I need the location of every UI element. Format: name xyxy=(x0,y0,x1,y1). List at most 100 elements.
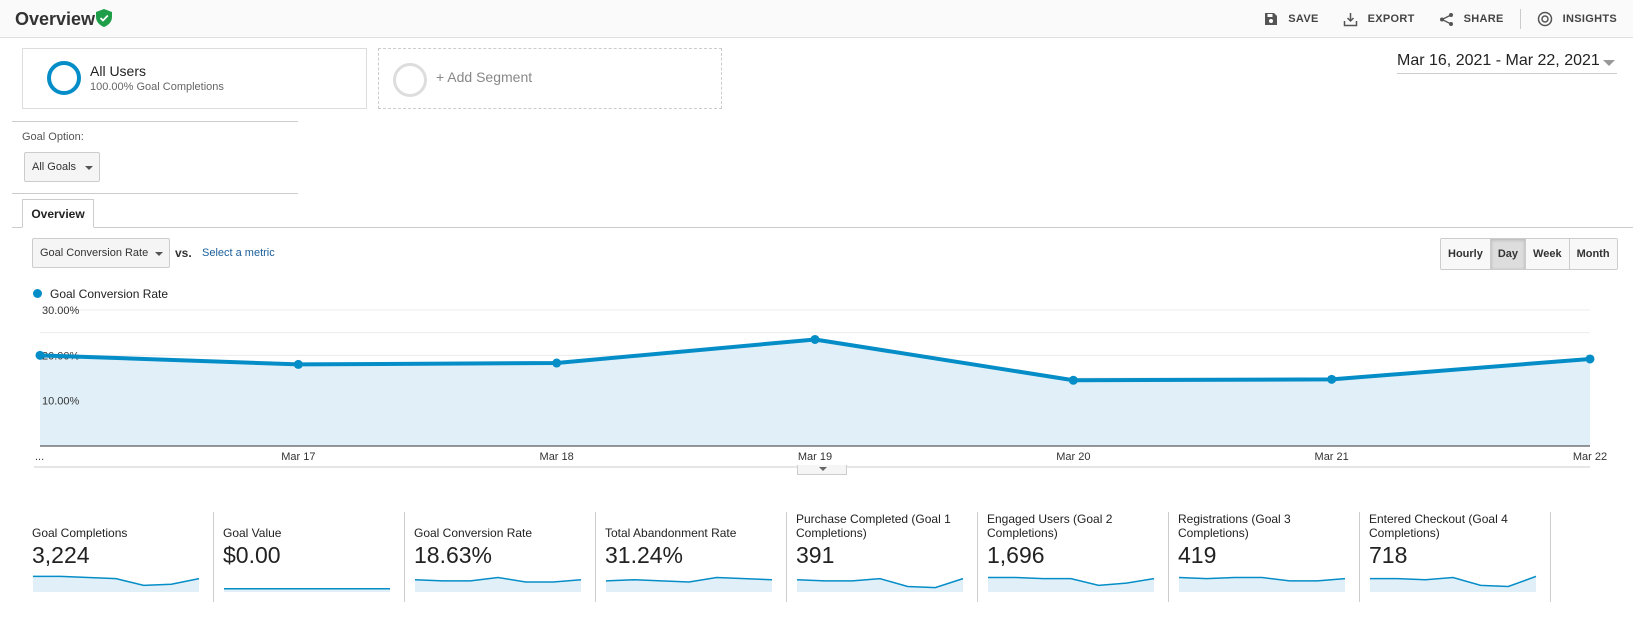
segment-all-users[interactable]: All Users 100.00% Goal Completions xyxy=(22,48,367,109)
scorecard[interactable]: Goal Conversion Rate 18.63% xyxy=(405,512,596,602)
scorecard[interactable]: Goal Completions 3,224 xyxy=(23,512,214,602)
sparkline xyxy=(414,576,582,592)
primary-metric-value: Goal Conversion Rate xyxy=(40,247,149,259)
vs-label: vs. xyxy=(175,246,192,260)
x-tick-label: Mar 19 xyxy=(798,451,832,463)
chevron-down-icon xyxy=(1603,60,1615,66)
data-point xyxy=(810,334,820,344)
toolbar-divider xyxy=(1519,9,1521,29)
sparkline-area xyxy=(1179,577,1345,592)
scorecard-value: 419 xyxy=(1178,542,1217,568)
scorecard-value: 18.63% xyxy=(414,542,493,568)
scorecard-value: 1,696 xyxy=(987,542,1045,568)
sparkline-area xyxy=(224,588,390,592)
x-tick-label: Mar 17 xyxy=(281,451,315,463)
data-point xyxy=(1327,374,1337,384)
data-point xyxy=(1068,375,1078,385)
data-point xyxy=(1585,354,1595,364)
select-metric-link[interactable]: Select a metric xyxy=(202,247,275,259)
data-point xyxy=(35,350,45,360)
sparkline xyxy=(224,588,390,592)
divider xyxy=(12,193,298,194)
scorecard-value: 391 xyxy=(796,542,835,568)
insights-button[interactable]: INSIGHTS xyxy=(1537,11,1617,27)
sparkline xyxy=(1178,576,1346,592)
scorecard[interactable]: Registrations (Goal 3 Completions) 419 xyxy=(1169,512,1360,602)
sparkline-line xyxy=(414,576,582,583)
scorecard-value: 718 xyxy=(1369,542,1408,568)
chart-expand-toggle[interactable] xyxy=(797,465,847,475)
data-point xyxy=(293,359,303,369)
legend-label: Goal Conversion Rate xyxy=(50,287,169,301)
tab-bar-line xyxy=(12,227,1633,228)
goal-option-select[interactable]: All Goals xyxy=(24,152,100,182)
scorecard-label: Goal Value xyxy=(223,526,282,540)
scorecard[interactable]: Total Abandonment Rate 31.24% xyxy=(596,512,787,602)
primary-metric-select[interactable]: Goal Conversion Rate xyxy=(32,238,170,268)
legend-dot xyxy=(33,289,42,298)
sparkline-line xyxy=(1178,576,1346,582)
sparkline xyxy=(1370,575,1537,592)
verified-shield-icon xyxy=(96,9,112,27)
series-area xyxy=(40,339,1590,446)
save-button[interactable]: SAVE xyxy=(1264,12,1318,26)
data-point xyxy=(552,358,562,368)
chevron-down-icon xyxy=(155,252,163,256)
sparkline-line xyxy=(605,576,773,583)
sparkline xyxy=(33,575,200,592)
add-segment-label: + Add Segment xyxy=(436,69,533,85)
segment-name: All Users xyxy=(90,63,147,79)
share-button[interactable]: SHARE xyxy=(1439,12,1504,27)
share-label: SHARE xyxy=(1463,13,1504,25)
sparkline-area xyxy=(797,578,963,592)
sparkline-area xyxy=(606,577,772,592)
scorecard[interactable]: Entered Checkout (Goal 4 Completions) 718 xyxy=(1360,512,1551,602)
date-range-picker[interactable]: Mar 16, 2021 - Mar 22, 2021 xyxy=(1397,52,1617,74)
x-tick-label: Mar 18 xyxy=(540,451,574,463)
export-button[interactable]: EXPORT xyxy=(1343,12,1415,27)
sparkline-line xyxy=(796,577,964,589)
scorecard[interactable]: Purchase Completed (Goal 1 Completions) 3… xyxy=(787,512,978,602)
page-title: Overview xyxy=(15,9,96,29)
save-icon xyxy=(1265,13,1278,25)
scorecard[interactable]: Engaged Users (Goal 2 Completions) 1,696 xyxy=(978,512,1169,602)
sparkline-area xyxy=(988,577,1154,592)
sparkline xyxy=(988,576,1155,592)
scorecard-label: Goal Conversion Rate xyxy=(414,526,533,540)
sparkline-line xyxy=(33,575,200,587)
granularity-hourly-button[interactable]: Hourly xyxy=(1441,239,1491,269)
sparkline-line xyxy=(988,576,1155,587)
scorecard-label: Purchase Completed (Goal 1 Completions) xyxy=(796,512,951,540)
divider xyxy=(12,121,298,122)
save-label: SAVE xyxy=(1288,13,1319,25)
insights-icon xyxy=(1537,11,1552,27)
y-tick-label: 10.00% xyxy=(42,396,80,408)
goal-option-label: Goal Option: xyxy=(22,131,84,143)
y-tick-label: 30.00% xyxy=(42,305,80,317)
granularity-day-button[interactable]: Day xyxy=(1490,239,1527,269)
scorecard[interactable]: Goal Value $0.00 xyxy=(214,512,405,602)
x-tick-label: Mar 22 xyxy=(1573,451,1607,463)
segment-ring-icon xyxy=(47,61,81,95)
granularity-month-button[interactable]: Month xyxy=(1569,239,1617,269)
scorecard-label: Total Abandonment Rate xyxy=(605,526,737,540)
granularity-toggle: Hourly Day Week Month xyxy=(1440,238,1618,270)
sparkline-area xyxy=(415,577,581,592)
export-icon xyxy=(1343,12,1357,26)
x-tick-label: ... xyxy=(35,451,44,463)
tab-overview[interactable]: Overview xyxy=(22,199,94,228)
x-tick-label: Mar 20 xyxy=(1056,451,1090,463)
sparkline-area xyxy=(1370,576,1536,592)
sparkline xyxy=(796,577,964,592)
add-segment-button[interactable]: + Add Segment xyxy=(378,48,722,109)
scorecard-label: Registrations (Goal 3 Completions) xyxy=(1178,512,1291,540)
segment-subtitle: 100.00% Goal Completions xyxy=(90,81,224,93)
chevron-down-icon xyxy=(85,166,93,170)
chevron-down-icon xyxy=(819,467,827,471)
x-tick-label: Mar 21 xyxy=(1315,451,1349,463)
add-segment-ring-icon xyxy=(393,63,427,97)
granularity-week-button[interactable]: Week xyxy=(1526,239,1570,269)
scorecard-value: 31.24% xyxy=(605,542,684,568)
export-label: EXPORT xyxy=(1367,13,1415,25)
date-range-label: Mar 16, 2021 - Mar 22, 2021 xyxy=(1397,52,1600,69)
